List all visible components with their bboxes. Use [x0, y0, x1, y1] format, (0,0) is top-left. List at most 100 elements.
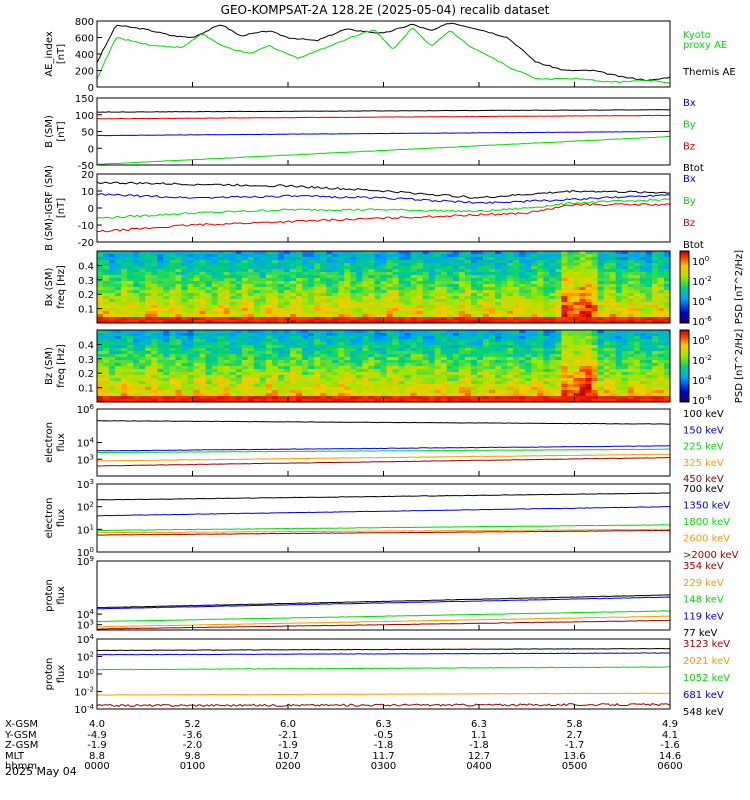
- heatmap-cell: [350, 281, 357, 285]
- heatmap-cell: [181, 263, 188, 267]
- heatmap-cell: [103, 260, 110, 264]
- heatmap-cell: [555, 372, 562, 376]
- heatmap-cell: [513, 260, 520, 264]
- heatmap-cell: [187, 311, 194, 315]
- heatmap-cell: [271, 299, 279, 303]
- heatmap-cell: [597, 302, 605, 306]
- heatmap-cell: [458, 278, 466, 282]
- heatmap-cell: [229, 339, 237, 343]
- heatmap-cell: [344, 339, 351, 343]
- heatmap-cell: [561, 333, 568, 337]
- heatmap-cell: [386, 278, 393, 282]
- heatmap-cell: [398, 278, 406, 282]
- heatmap-cell: [567, 281, 574, 285]
- heatmap-cell: [579, 354, 586, 358]
- heatmap-cell: [633, 381, 641, 385]
- heatmap-cell: [495, 378, 502, 382]
- heatmap-cell: [531, 266, 538, 270]
- heatmap-cell: [446, 342, 454, 346]
- heatmap-cell: [543, 290, 550, 294]
- heatmap-cell: [633, 284, 641, 288]
- heatmap-cell: [621, 360, 629, 364]
- heatmap-cell: [434, 311, 442, 315]
- heatmap-cell: [555, 293, 562, 297]
- heatmap-cell: [657, 387, 665, 391]
- heatmap-cell: [223, 393, 231, 397]
- heatmap-cell: [464, 330, 472, 334]
- heatmap-cell: [519, 360, 526, 364]
- heatmap-cell: [573, 369, 580, 373]
- heatmap-cell: [458, 381, 466, 385]
- heatmap-cell: [386, 305, 393, 309]
- heatmap-cell: [404, 314, 412, 318]
- heatmap-cell: [283, 308, 291, 312]
- heatmap-cell: [277, 290, 285, 294]
- heatmap-cell: [169, 269, 176, 273]
- heatmap-cell: [350, 387, 357, 391]
- heatmap-cell: [555, 311, 562, 315]
- heatmap-cell: [597, 390, 605, 394]
- heatmap-cell: [567, 257, 574, 261]
- heatmap-cell: [428, 269, 436, 273]
- heatmap-cell: [567, 293, 574, 297]
- heatmap-cell: [163, 342, 170, 346]
- heatmap-cell: [199, 275, 206, 279]
- heatmap-cell: [229, 278, 237, 282]
- heatmap-cell: [247, 260, 255, 264]
- heatmap-cell: [489, 342, 496, 346]
- colorbar-segment: [680, 339, 689, 342]
- heatmap-cell: [205, 281, 212, 285]
- heatmap-cell: [579, 308, 586, 312]
- heatmap-cell: [169, 345, 176, 349]
- heatmap-cell: [151, 308, 158, 312]
- heatmap-cell: [356, 302, 363, 306]
- heatmap-cell: [368, 290, 375, 294]
- heatmap-cell: [645, 366, 653, 370]
- heatmap-cell: [627, 396, 635, 400]
- heatmap-cell: [169, 363, 176, 367]
- heatmap-cell: [422, 330, 430, 334]
- heatmap-cell: [374, 387, 381, 391]
- tick-label: 103: [77, 619, 94, 632]
- heatmap-cell: [103, 317, 110, 321]
- y-axis-label: electron: [44, 498, 55, 539]
- heatmap-cell: [205, 396, 212, 400]
- colorbar-segment: [680, 303, 689, 306]
- heatmap-cell: [265, 369, 273, 373]
- heatmap-cell: [410, 308, 418, 312]
- heatmap-cell: [380, 254, 387, 258]
- heatmap-cell: [386, 378, 393, 382]
- heatmap-cell: [410, 372, 418, 376]
- heatmap-cell: [458, 293, 466, 297]
- heatmap-cell: [428, 351, 436, 355]
- heatmap-cell: [657, 330, 665, 334]
- heatmap-cell: [464, 396, 472, 400]
- heatmap-cell: [247, 293, 255, 297]
- heatmap-cell: [235, 251, 243, 255]
- heatmap-cell: [187, 260, 194, 264]
- heatmap-cell: [621, 254, 629, 258]
- heatmap-cell: [549, 360, 556, 364]
- heatmap-cell: [350, 369, 357, 373]
- heatmap-cell: [139, 314, 146, 318]
- heatmap-cell: [356, 299, 363, 303]
- heatmap-cell: [362, 399, 369, 403]
- heatmap-cell: [103, 281, 110, 285]
- heatmap-cell: [175, 269, 182, 273]
- heatmap-cell: [501, 302, 508, 306]
- heatmap-cell: [657, 302, 665, 306]
- heatmap-cell: [585, 339, 592, 343]
- heatmap-cell: [507, 351, 514, 355]
- heatmap-cell: [151, 281, 158, 285]
- heatmap-cell: [308, 257, 315, 261]
- heatmap-cell: [133, 269, 140, 273]
- heatmap-cell: [169, 260, 176, 264]
- heatmap-cell: [440, 272, 448, 276]
- heatmap-cell: [169, 390, 176, 394]
- heatmap-cell: [290, 290, 297, 294]
- heatmap-cell: [561, 278, 568, 282]
- heatmap-cell: [205, 357, 212, 361]
- heatmap-cell: [657, 384, 665, 388]
- heatmap-cell: [314, 290, 321, 294]
- heatmap-cell: [585, 278, 592, 282]
